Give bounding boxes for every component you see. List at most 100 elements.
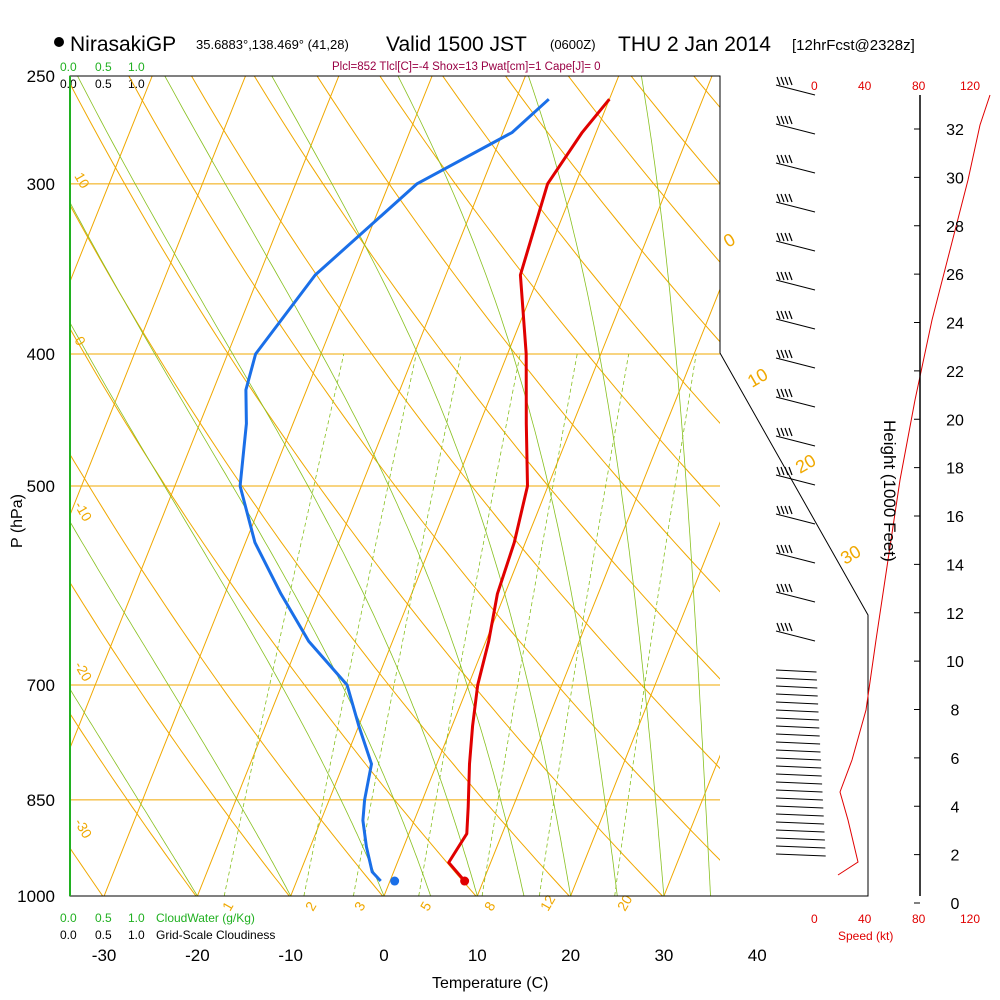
wind-barb-flag: [788, 154, 793, 164]
wind-barb-flag: [788, 388, 793, 398]
temperature-profile-line: [447, 98, 611, 882]
bottom-cloudwater-tick-1: 0.5: [95, 911, 112, 925]
pressure-tick-label: 250: [27, 67, 55, 86]
isotherm-line: [663, 754, 720, 896]
temperature-tick-label: 30: [654, 946, 673, 965]
speed-profile: [837, 94, 991, 876]
mixing-ratio-line: [223, 353, 345, 896]
temperature-tick-label: 10: [468, 946, 487, 965]
wind-barb-shaft: [775, 813, 824, 817]
moist-adiabat-line: [733, 76, 758, 896]
speed-bottom-tick-3: 120: [960, 912, 980, 926]
bottom-cloudiness-tick-1: 0.5: [95, 928, 112, 942]
wind-barb-flag: [784, 622, 789, 632]
speed-top-tick-2: 80: [912, 79, 926, 93]
wind-barb-flag: [784, 76, 789, 86]
wind-barb-shaft: [775, 474, 816, 486]
dry-adiabat-line: [819, 76, 1000, 896]
wind-barb-shaft: [775, 513, 816, 525]
moist-adiabat-line: [70, 201, 431, 896]
wind-barb-flag: [784, 193, 789, 203]
valid-utc: (0600Z): [550, 37, 596, 52]
wind-barb-flag: [788, 505, 793, 515]
bottom-cloudiness-tick-0: 0.0: [60, 928, 77, 942]
height-tick-label: 6: [951, 751, 960, 768]
temperature-tick-label: -20: [185, 946, 210, 965]
dry-adiabat-line: [379, 76, 720, 508]
wind-barb-flag: [784, 232, 789, 242]
bottom-cloudiness-label: Grid-Scale Cloudiness: [156, 928, 275, 942]
wind-barb-shaft: [775, 765, 822, 769]
wind-barb-shaft: [775, 717, 819, 721]
dewpoint-profile-line: [238, 98, 550, 883]
valid-time: Valid 1500 JST: [386, 33, 527, 56]
wind-barb-flag: [776, 271, 781, 281]
wind-barb-shaft: [775, 757, 821, 761]
height-tick-label: 14: [946, 557, 964, 574]
dry-adiabat-label: -20: [71, 659, 95, 685]
wind-barb-flag: [784, 544, 789, 554]
wind-barb-shaft: [775, 853, 826, 857]
wind-barb-shaft: [775, 741, 821, 745]
wind-barb-flag: [784, 349, 789, 359]
isotherm-line: [103, 76, 433, 896]
wind-barb-shaft: [775, 789, 823, 793]
wind-barb-shaft: [775, 709, 819, 713]
wind-barb-flag: [784, 505, 789, 515]
wind-barb-flag: [776, 583, 781, 593]
speed-bottom-tick-2: 80: [912, 912, 926, 926]
wind-barb-shaft: [775, 396, 816, 408]
top-cloudwater-tick-2: 1.0: [128, 60, 145, 74]
height-tick-label: 12: [946, 606, 964, 623]
wind-barb-flag: [780, 349, 785, 359]
dry-adiabat-line: [505, 76, 720, 343]
pressure-tick-label: 500: [27, 477, 55, 496]
wind-barb-flag: [784, 310, 789, 320]
wind-barb-flag: [788, 544, 793, 554]
bottom-cloudwater-tick-2: 1.0: [128, 911, 145, 925]
wind-barb-flag: [788, 115, 793, 125]
wind-barb-shaft: [775, 749, 821, 753]
moist-adiabat-line: [70, 521, 292, 896]
wind-barb-shaft: [775, 318, 816, 330]
wind-barb-flag: [788, 76, 793, 86]
dry-adiabat-line: [442, 76, 720, 425]
mixing-ratio-label: 2: [302, 899, 320, 914]
temperature-tick-label: -10: [278, 946, 303, 965]
speed-axis-top: 0 40 80 120: [811, 79, 980, 93]
wind-barb-shaft: [775, 84, 816, 96]
wind-barb-flag: [784, 466, 789, 476]
height-tick-label: 4: [951, 799, 960, 816]
wind-barb-flag: [776, 193, 781, 203]
wind-barb-shaft: [775, 162, 816, 174]
wind-barb-flag: [780, 544, 785, 554]
top-cloudwater-scale: 0.0 0.5 1.0: [60, 60, 145, 74]
mixing-ratio-line: [303, 353, 417, 896]
wind-barb-flag: [784, 427, 789, 437]
wind-barb-flag: [780, 232, 785, 242]
wind-barb-flag: [784, 583, 789, 593]
wind-barb-flag: [776, 115, 781, 125]
height-tick-label: 16: [946, 509, 964, 526]
wind-barb-flag: [780, 115, 785, 125]
wind-barb-flag: [776, 427, 781, 437]
moist-adiabat-line: [528, 76, 665, 896]
wind-barb-flag: [776, 622, 781, 632]
temperature-tick-label: 20: [561, 946, 580, 965]
height-tick-label: 2: [951, 848, 960, 865]
wind-barb-shaft: [775, 630, 816, 642]
mixing-ratio-label: 12: [537, 892, 559, 914]
wind-barb-flag: [788, 232, 793, 242]
isotherm-line: [70, 76, 340, 750]
height-tick-label: 10: [946, 654, 964, 671]
wind-barb-flag: [788, 622, 793, 632]
height-tick-label: 0: [951, 896, 960, 913]
dry-adiabat-line: [316, 76, 720, 593]
temperature-tick-label: -30: [92, 946, 117, 965]
wind-barb-shaft: [775, 240, 816, 252]
height-tick-label: 8: [951, 703, 960, 720]
moist-adiabat-line: [70, 321, 385, 896]
thermo-background: [70, 76, 1000, 896]
